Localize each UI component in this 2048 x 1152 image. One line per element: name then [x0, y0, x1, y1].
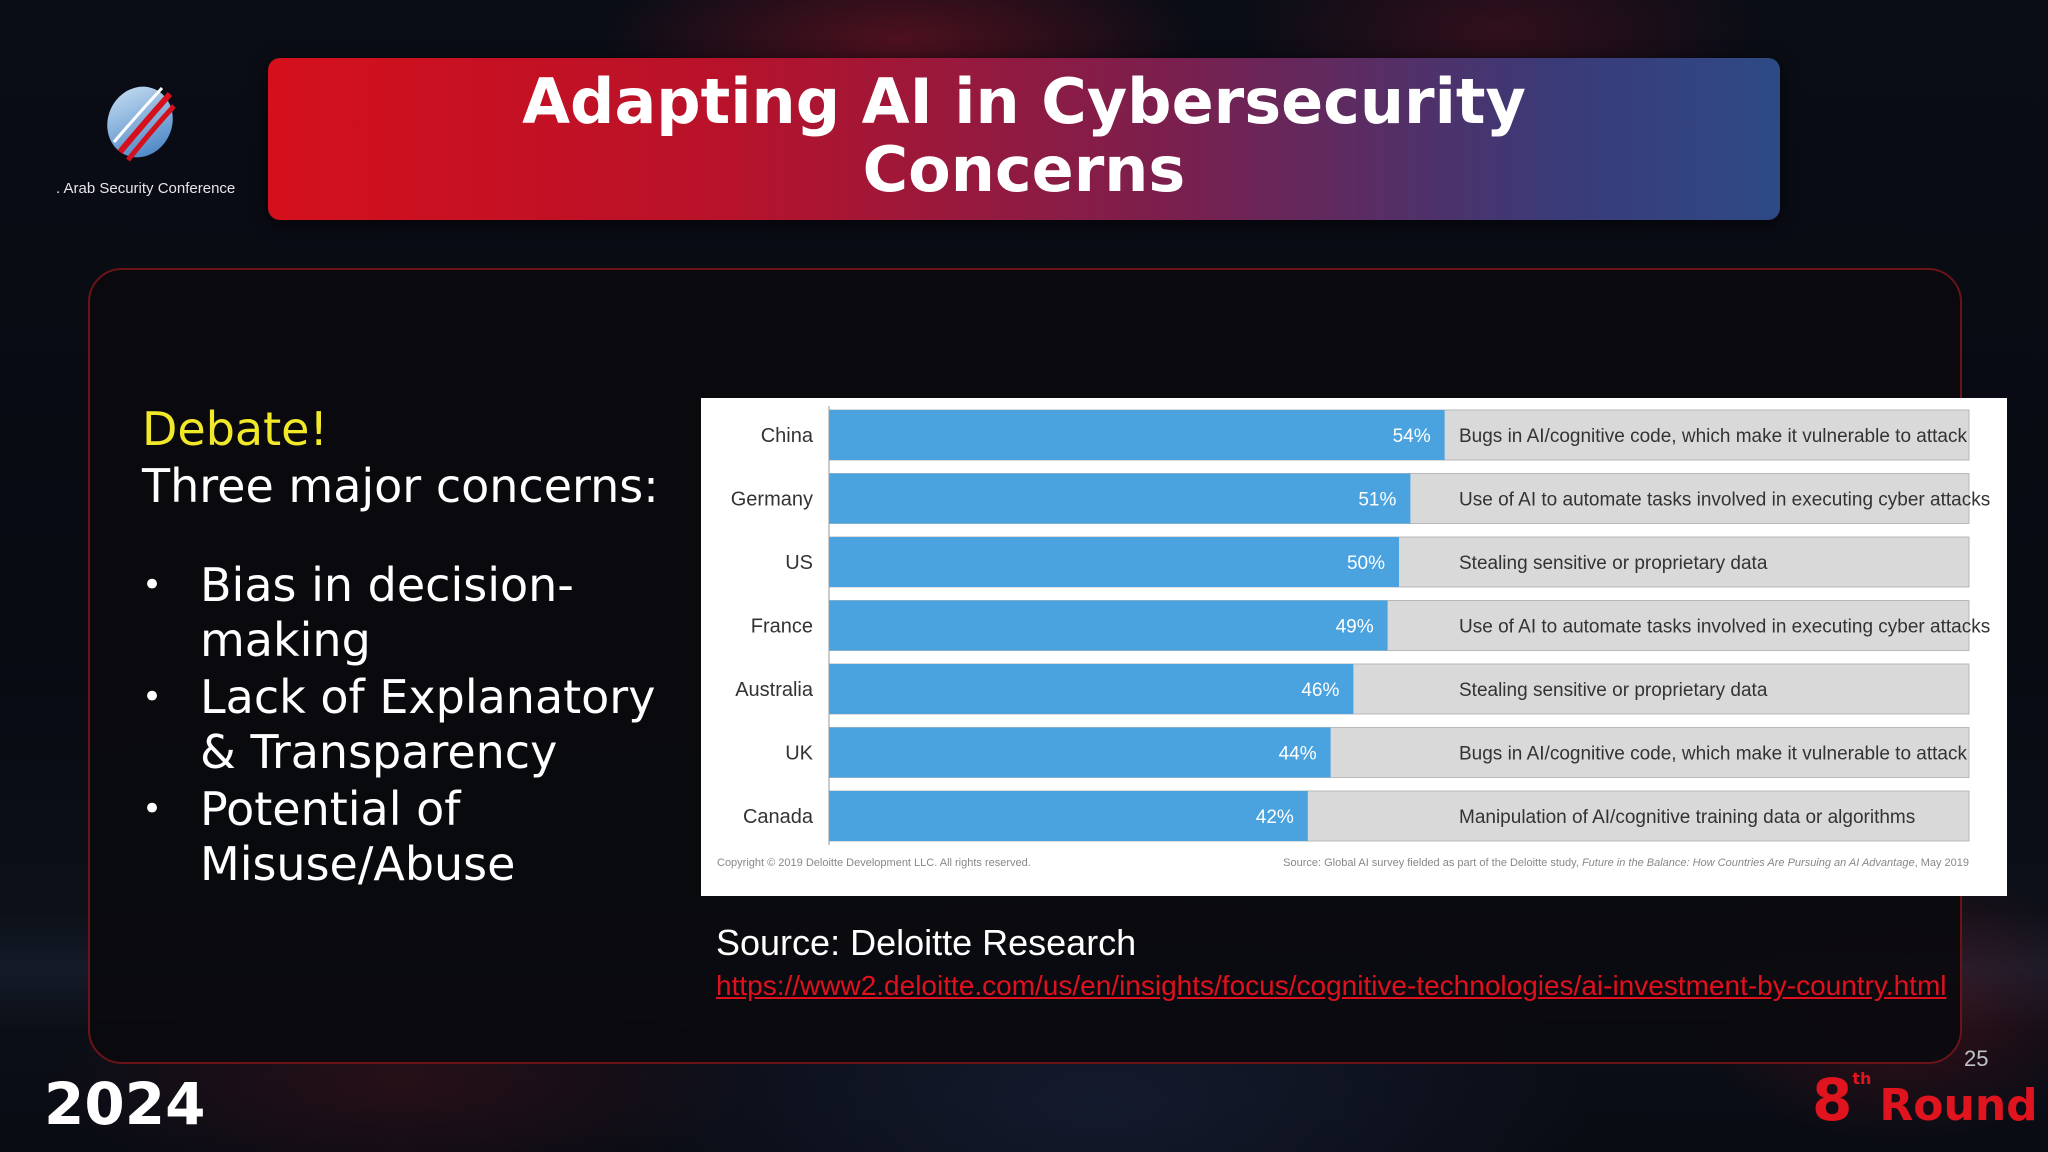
- source-title: Source: Deloitte Research: [716, 922, 1137, 963]
- bar: [829, 473, 1411, 524]
- category-label: France: [751, 616, 813, 638]
- source-link[interactable]: https://www2.deloitte.com/us/en/insights…: [716, 970, 1947, 1001]
- data-label: 46%: [1301, 680, 1339, 701]
- annotation-label: Stealing sensitive or proprietary data: [1459, 680, 1768, 701]
- annotation-label: Use of AI to automate tasks involved in …: [1459, 490, 1990, 511]
- category-label: UK: [785, 743, 813, 765]
- bullet-icon: •: [142, 565, 163, 605]
- round-number: 8: [1812, 1066, 1853, 1134]
- round-logo: 8th Round: [1812, 1066, 2038, 1134]
- category-label: US: [785, 552, 813, 574]
- list-item: • Bias in decision-making: [142, 558, 574, 667]
- data-label: 54%: [1393, 426, 1431, 447]
- copyright-note: Copyright © 2019 Deloitte Development LL…: [717, 857, 1031, 869]
- title-banner: Adapting AI in Cybersecurity Concerns: [268, 58, 1780, 220]
- title-line-2: Concerns: [862, 133, 1186, 206]
- title-line-1: Adapting AI in Cybersecurity: [522, 65, 1526, 138]
- annotation-label: Stealing sensitive or proprietary data: [1459, 553, 1768, 574]
- page-number: 25: [1964, 1046, 1989, 1071]
- conference-year: 2024: [44, 1070, 206, 1138]
- annotation-label: Bugs in AI/cognitive code, which make it…: [1459, 426, 1967, 447]
- bar: [829, 537, 1399, 587]
- bar: [829, 600, 1388, 651]
- category-label: Australia: [735, 679, 814, 701]
- slide-title: Adapting AI in Cybersecurity Concerns: [268, 68, 1780, 204]
- data-label: 50%: [1347, 553, 1385, 574]
- category-label: China: [761, 425, 814, 447]
- annotation-label: Manipulation of AI/cognitive training da…: [1459, 807, 1915, 828]
- annotation-label: Bugs in AI/cognitive code, which make it…: [1459, 744, 1967, 765]
- bar: [829, 791, 1308, 841]
- debate-heading: Debate!: [142, 402, 328, 456]
- concerns-section: Debate! Three major concerns: • Bias in d…: [142, 400, 662, 894]
- data-label: 42%: [1256, 807, 1294, 828]
- bar: [829, 664, 1354, 714]
- data-label: 51%: [1358, 490, 1396, 511]
- bar: [829, 727, 1331, 778]
- concerns-list: • Bias in decision-making • Lack of Explan…: [142, 558, 662, 892]
- annotation-label: Use of AI to automate tasks involved in …: [1459, 617, 1990, 638]
- logo-emblem-icon: [107, 86, 176, 162]
- data-label: 44%: [1279, 744, 1317, 765]
- logo-text: . Arab Security Conference: [56, 180, 236, 197]
- list-item: • Potential of Misuse/Abuse: [142, 782, 516, 891]
- conference-logo: . Arab Security Conference: [44, 82, 244, 202]
- round-suffix: th: [1852, 1069, 1872, 1088]
- category-label: Germany: [731, 489, 813, 511]
- category-label: Canada: [743, 806, 814, 828]
- concerns-title: Three major concerns:: [142, 459, 659, 513]
- bullet-icon: •: [142, 789, 163, 829]
- bullet-icon: •: [142, 677, 163, 717]
- concerns-bar-chart: China 54% Bugs in AI/cognitive code, which…: [701, 398, 2007, 896]
- list-item: • Lack of Explanatory & Transparency: [142, 670, 656, 779]
- round-word: Round: [1879, 1080, 2038, 1131]
- chart-svg: China 54% Bugs in AI/cognitive code, which…: [717, 406, 1990, 869]
- bar: [829, 410, 1445, 460]
- source-note: Source: Global AI survey fielded as part…: [1283, 857, 1969, 869]
- data-label: 49%: [1336, 617, 1374, 638]
